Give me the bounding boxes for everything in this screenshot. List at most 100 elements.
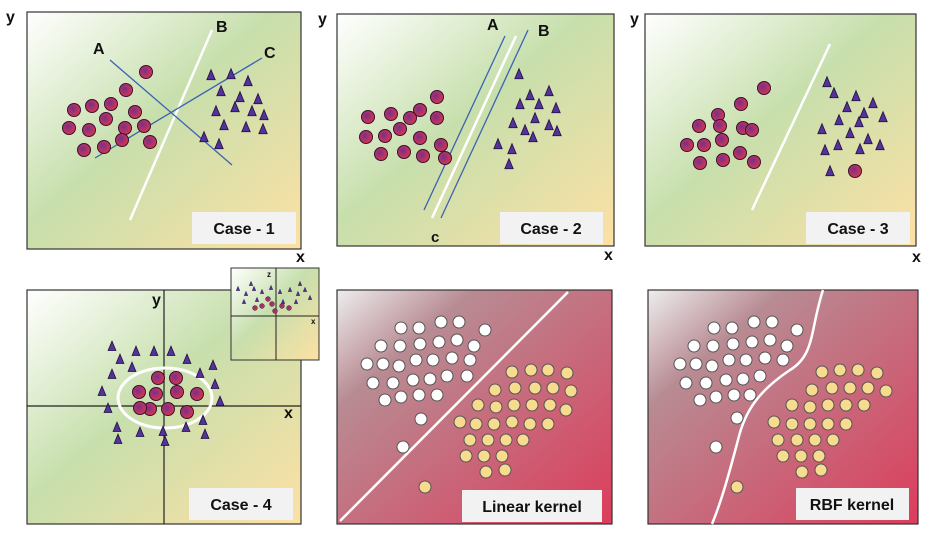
- line-label-c: C: [264, 45, 276, 62]
- circle-marker: [747, 155, 761, 169]
- yellow-point: [879, 384, 893, 398]
- circle-marker: [413, 103, 427, 117]
- circle-marker: [438, 151, 452, 165]
- white-point: [374, 339, 388, 353]
- triangle-marker: [515, 97, 525, 110]
- yellow-point: [805, 383, 819, 397]
- yellow-point: [815, 365, 829, 379]
- panel-caption: Case - 4: [210, 497, 271, 514]
- yellow-point: [487, 417, 501, 431]
- circle-marker: [190, 387, 204, 401]
- white-point: [693, 393, 707, 407]
- yellow-point: [479, 465, 493, 479]
- triangle-marker: [851, 89, 861, 102]
- triangle-marker: [817, 122, 827, 135]
- circle-marker: [733, 146, 747, 160]
- y-axis-label: y: [6, 9, 15, 26]
- panel-case-3: y x Case - 3: [630, 11, 921, 266]
- triangle-marker: [297, 280, 303, 286]
- triangle-marker: [211, 104, 221, 117]
- triangle-marker: [195, 367, 205, 378]
- yellow-point: [481, 433, 495, 447]
- triangle-marker: [113, 433, 123, 444]
- inset-points: [235, 280, 313, 314]
- triangle-marker: [182, 353, 192, 364]
- separator-line-a: [423, 35, 506, 211]
- yellow-point: [507, 398, 521, 412]
- triangle-marker: [214, 137, 224, 150]
- white-point: [730, 411, 744, 425]
- triangle-cluster: [817, 75, 888, 177]
- line-label-b: B: [216, 19, 228, 36]
- panel-caption: Linear kernel: [482, 499, 582, 516]
- white-point: [727, 388, 741, 402]
- panel-caption: Case - 3: [827, 221, 888, 238]
- yellow-point: [839, 417, 853, 431]
- yellow-point-cluster: [418, 363, 578, 494]
- yellow-point: [525, 398, 539, 412]
- white-point: [719, 373, 733, 387]
- linear-decision-boundary: [339, 291, 569, 522]
- triangle-marker: [131, 345, 141, 356]
- triangle-marker: [235, 90, 245, 103]
- triangle-marker: [219, 118, 229, 131]
- panel-case-4: y x Case - 4 z x: [26, 267, 320, 525]
- triangle-marker: [107, 340, 117, 351]
- triangle-marker: [822, 75, 832, 88]
- white-point: [707, 321, 721, 335]
- yellow-point: [546, 381, 560, 395]
- white-point: [414, 412, 428, 426]
- white-point: [467, 339, 481, 353]
- circle-marker: [139, 65, 153, 79]
- triangle-marker: [534, 97, 544, 110]
- panel-rbf-background: [647, 289, 919, 525]
- yellow-point: [861, 381, 875, 395]
- triangle-marker: [544, 84, 554, 97]
- yellow-point: [814, 463, 828, 477]
- triangle-marker: [875, 138, 885, 151]
- circle-marker: [734, 97, 748, 111]
- white-point: [765, 315, 779, 329]
- yellow-point: [541, 363, 555, 377]
- caption-box: [806, 212, 910, 244]
- line-label-a: A: [487, 17, 499, 34]
- white-point: [412, 321, 426, 335]
- y-axis-label: y: [630, 11, 639, 28]
- white-point: [780, 339, 794, 353]
- triangle-marker: [166, 345, 176, 356]
- circle-marker: [119, 83, 133, 97]
- circle-marker: [272, 308, 278, 314]
- triangle-marker: [115, 353, 125, 364]
- white-point: [709, 440, 723, 454]
- y-axis-label: y: [318, 11, 327, 28]
- yellow-point: [541, 417, 555, 431]
- triangle-marker: [149, 345, 159, 356]
- triangle-marker: [878, 110, 888, 123]
- yellow-point: [821, 417, 835, 431]
- separator-line-b: [440, 29, 529, 219]
- triangle-marker: [241, 298, 247, 304]
- circle-marker: [279, 303, 285, 309]
- white-point: [747, 315, 761, 329]
- yellow-point: [785, 417, 799, 431]
- triangle-marker: [215, 395, 225, 406]
- white-point: [753, 369, 767, 383]
- circle-marker: [143, 135, 157, 149]
- triangle-marker: [829, 86, 839, 99]
- yellow-point: [857, 398, 871, 412]
- circle-cluster: [132, 371, 204, 419]
- yellow-point: [821, 398, 835, 412]
- circle-marker: [169, 371, 183, 385]
- circle-marker: [67, 103, 81, 117]
- caption-box: [192, 212, 296, 244]
- circle-marker: [374, 147, 388, 161]
- x-axis-label: x: [604, 247, 613, 264]
- panel-case-2-background: [336, 13, 615, 247]
- circle-marker: [393, 122, 407, 136]
- separator-line-b: [128, 29, 214, 221]
- yellow-point: [528, 381, 542, 395]
- yellow-point: [564, 384, 578, 398]
- white-point: [396, 440, 410, 454]
- triangle-marker: [235, 285, 241, 291]
